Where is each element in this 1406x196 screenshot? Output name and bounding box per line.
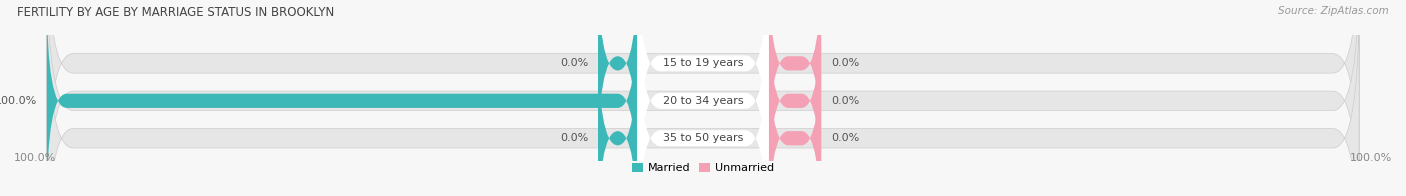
FancyBboxPatch shape xyxy=(637,0,769,186)
Text: 0.0%: 0.0% xyxy=(560,58,588,68)
Text: 35 to 50 years: 35 to 50 years xyxy=(662,133,744,143)
FancyBboxPatch shape xyxy=(769,33,821,196)
FancyBboxPatch shape xyxy=(46,0,1360,196)
Text: 15 to 19 years: 15 to 19 years xyxy=(662,58,744,68)
FancyBboxPatch shape xyxy=(46,0,637,196)
FancyBboxPatch shape xyxy=(769,0,821,196)
FancyBboxPatch shape xyxy=(598,0,637,169)
Text: 100.0%: 100.0% xyxy=(1350,153,1392,163)
Text: Source: ZipAtlas.com: Source: ZipAtlas.com xyxy=(1278,6,1389,16)
Text: 100.0%: 100.0% xyxy=(0,96,37,106)
FancyBboxPatch shape xyxy=(46,0,1360,196)
Text: 0.0%: 0.0% xyxy=(831,133,859,143)
Text: FERTILITY BY AGE BY MARRIAGE STATUS IN BROOKLYN: FERTILITY BY AGE BY MARRIAGE STATUS IN B… xyxy=(17,6,335,19)
Text: 0.0%: 0.0% xyxy=(560,133,588,143)
Text: 0.0%: 0.0% xyxy=(831,96,859,106)
FancyBboxPatch shape xyxy=(769,0,821,169)
FancyBboxPatch shape xyxy=(598,33,637,196)
Text: 0.0%: 0.0% xyxy=(831,58,859,68)
FancyBboxPatch shape xyxy=(637,0,769,196)
FancyBboxPatch shape xyxy=(46,0,1360,196)
Text: 100.0%: 100.0% xyxy=(14,153,56,163)
FancyBboxPatch shape xyxy=(637,15,769,196)
Legend: Married, Unmarried: Married, Unmarried xyxy=(627,158,779,178)
Text: 20 to 34 years: 20 to 34 years xyxy=(662,96,744,106)
